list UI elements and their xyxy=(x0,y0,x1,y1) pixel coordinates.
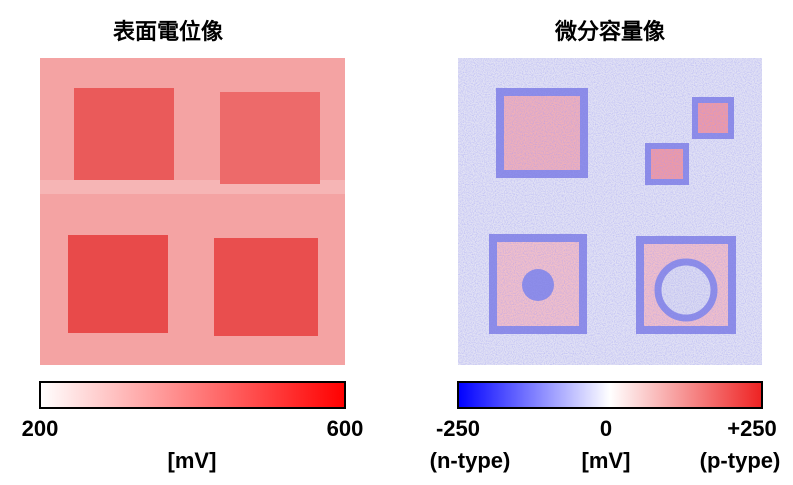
figure: 表面電位像 200 600 [mV] 微分容量像 -250 0 +250 (n-… xyxy=(0,0,793,480)
colorbar-note: (n-type) xyxy=(430,448,511,473)
panel-title: 表面電位像 xyxy=(113,19,224,44)
colorbar-unit: [mV] xyxy=(168,448,217,473)
colorbar-max: +250 xyxy=(727,416,777,441)
page: {"panels": [ {"title": "表面電位像", "colorba… xyxy=(0,0,793,485)
colorbar xyxy=(40,382,345,408)
colorbar-min: 200 xyxy=(22,416,59,441)
colorbar xyxy=(458,382,762,408)
panel-title: 微分容量像 xyxy=(554,19,666,44)
colorbar-unit: [mV] xyxy=(582,448,631,473)
capacitance-image xyxy=(458,58,762,365)
colorbar-center: 0 xyxy=(600,416,612,441)
colorbar-note: (p-type) xyxy=(700,448,781,473)
colorbar-min: -250 xyxy=(436,416,480,441)
colorbar-max: 600 xyxy=(327,416,364,441)
surface-potential-image xyxy=(40,58,345,365)
